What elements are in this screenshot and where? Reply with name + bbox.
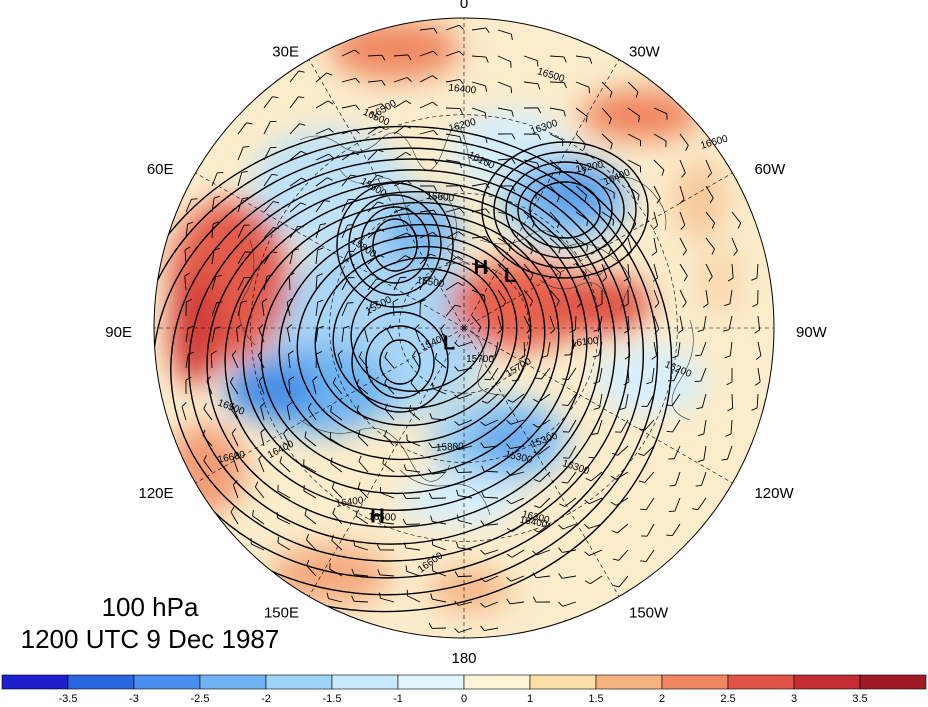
colorbar-tick-label: -3 xyxy=(129,693,139,702)
colorbar-swatch xyxy=(464,675,530,689)
colorbar-tick-label: 0 xyxy=(461,693,467,702)
longitude-label: 60W xyxy=(754,161,786,178)
colorbar-swatch xyxy=(134,675,200,689)
colorbar-tick-label: -1.5 xyxy=(323,693,342,702)
colorbar-swatch xyxy=(200,675,266,689)
colorbar-swatch xyxy=(2,675,68,689)
low-pressure-center: L xyxy=(443,332,455,354)
wind-barb-flag xyxy=(589,87,590,93)
wind-barb-flag xyxy=(511,87,512,93)
colorbar-swatch xyxy=(728,675,794,689)
colorbar-tick-label: -2 xyxy=(261,693,271,702)
contour-label: 15700 xyxy=(466,354,494,365)
colorbar-tick-label: 1.5 xyxy=(588,693,603,702)
colorbar-swatch xyxy=(794,675,860,689)
wind-barb-flag xyxy=(330,433,331,439)
wind-barb xyxy=(458,576,472,577)
longitude-label: 90E xyxy=(105,324,132,341)
wind-barb xyxy=(406,498,420,499)
colorbar: -3.5 -3 -2.5 -2 -1.5 -1 0 1 1.5 2 2.5 3 3.5 xyxy=(2,675,926,702)
colorbar-swatch xyxy=(398,675,464,689)
colorbar-tick-label: 2 xyxy=(659,693,665,702)
colorbar-tick-label: 2.5 xyxy=(720,693,735,702)
wind-barb-flag xyxy=(589,457,595,458)
colorbar-tick-label: -3.5 xyxy=(59,693,78,702)
longitude-label: 180 xyxy=(451,650,476,667)
wind-barb-flag xyxy=(217,172,223,173)
longitude-label: 0 xyxy=(460,0,468,12)
colorbar-swatch xyxy=(266,675,332,689)
longitude-label: 150W xyxy=(629,604,669,621)
colorbar-swatch xyxy=(860,675,926,689)
longitude-label: 60E xyxy=(147,161,174,178)
high-pressure-center: H xyxy=(370,506,384,528)
wind-barb-flag xyxy=(695,381,701,382)
colorbar-swatch xyxy=(596,675,662,689)
colorbar-tick-label: 3.5 xyxy=(852,693,867,702)
low-pressure-center: L xyxy=(504,265,516,287)
colorbar-tick-label: 1 xyxy=(527,693,533,702)
wind-barb-flag xyxy=(669,511,675,512)
wind-barb xyxy=(458,472,472,473)
contour-label: 15800 xyxy=(436,441,465,453)
colorbar-tick-label: 3 xyxy=(791,693,797,702)
wind-barb-flag xyxy=(484,379,490,380)
longitude-label: 120W xyxy=(754,485,794,502)
level-caption: 100 hPa xyxy=(0,592,300,622)
longitude-label: 30W xyxy=(629,44,661,61)
wind-barb xyxy=(446,108,460,109)
colorbar-tick-label: -2.5 xyxy=(191,693,210,702)
longitude-label: 90W xyxy=(796,324,828,341)
longitude-label: 30E xyxy=(272,44,299,61)
colorbar-swatch xyxy=(68,675,134,689)
colorbar-tick-label: -1 xyxy=(393,693,403,702)
datetime-caption: 1200 UTC 9 Dec 1987 xyxy=(0,624,300,654)
colorbar-swatch xyxy=(662,675,728,689)
colorbar-swatch xyxy=(530,675,596,689)
longitude-label: 120E xyxy=(138,485,173,502)
colorbar-swatch xyxy=(332,675,398,689)
high-pressure-center: H xyxy=(474,257,488,279)
